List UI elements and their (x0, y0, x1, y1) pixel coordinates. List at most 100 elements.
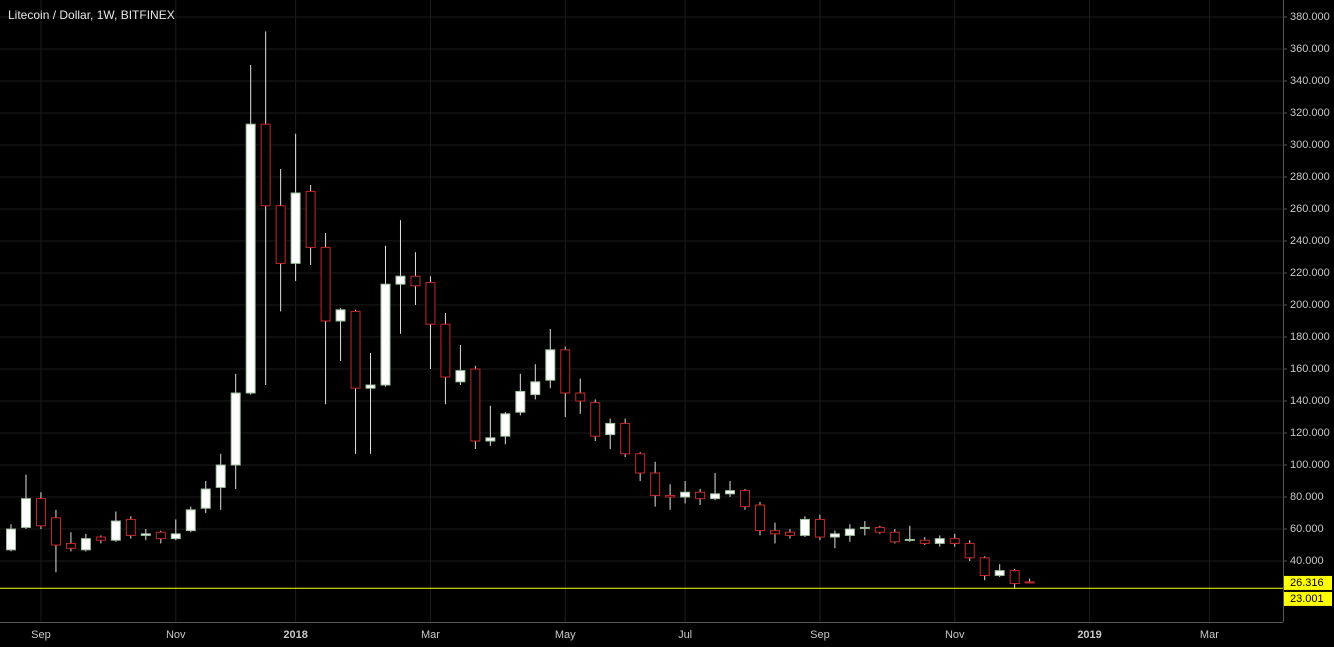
candle-body (635, 453, 646, 474)
x-tick-label: Mar (1200, 629, 1219, 641)
y-tick-label: 40.000 (1290, 555, 1324, 567)
candle-body (440, 323, 451, 378)
line-price-label: 23.001 (1290, 593, 1324, 605)
candle-body (110, 520, 121, 541)
candle-body (410, 275, 421, 287)
candle-body (799, 518, 810, 536)
y-tick-label: 120.000 (1290, 427, 1330, 439)
candle-body (500, 413, 511, 437)
candle-body (425, 282, 436, 325)
candle-body (6, 528, 16, 551)
candle-body (350, 310, 361, 389)
candle-body (530, 381, 541, 396)
candles (0, 31, 1283, 589)
candle-body (859, 526, 870, 529)
candle-body (320, 246, 331, 322)
chart-title: Litecoin / Dollar, 1W, BITFINEX (8, 8, 175, 22)
y-tick-label: 260.000 (1290, 203, 1330, 215)
candle-body (994, 570, 1005, 576)
candle-body (335, 309, 346, 322)
candle-body (200, 488, 211, 509)
candle-body (35, 498, 46, 527)
candle-body (275, 205, 286, 264)
candle-body (380, 283, 391, 386)
candle-body (455, 370, 466, 383)
candle-body (665, 494, 676, 498)
x-tick-label: Mar (421, 629, 440, 641)
x-tick-label: 2018 (283, 629, 307, 641)
candle-body (245, 123, 256, 394)
y-tick-label: 360.000 (1290, 43, 1330, 55)
x-tick-label: Jul (678, 629, 692, 641)
y-tick-label: 200.000 (1290, 299, 1330, 311)
candle-body (904, 538, 915, 541)
x-tick-label: 2019 (1077, 629, 1101, 641)
y-tick-label: 140.000 (1290, 395, 1330, 407)
candle-body (545, 349, 556, 381)
candle-body (260, 123, 271, 207)
candle-body (365, 384, 376, 389)
candle-body (50, 517, 61, 546)
candle-body (170, 533, 181, 540)
candle-body (769, 530, 780, 535)
candle-body (725, 490, 736, 495)
y-tick-label: 80.000 (1290, 491, 1324, 503)
candle-body (215, 464, 226, 488)
candle-body (470, 368, 481, 442)
candle-body (979, 557, 990, 576)
last-price-label-box (1284, 575, 1332, 590)
candle-body (575, 392, 586, 402)
candle-body (1024, 581, 1035, 584)
grid (0, 0, 1283, 622)
candle-body (740, 490, 751, 508)
y-tick-label: 60.000 (1290, 523, 1324, 535)
candle-body (964, 542, 975, 559)
candle-body (80, 538, 91, 551)
candle-body (814, 518, 825, 538)
candle-body (650, 472, 661, 496)
x-tick-label: Sep (31, 629, 51, 641)
line-price-label-box (1284, 591, 1332, 606)
candle-body (620, 422, 631, 455)
candle-body (185, 509, 196, 532)
candle-body (889, 531, 900, 543)
candle-body (395, 275, 406, 285)
y-tick-label: 180.000 (1290, 331, 1330, 343)
candle-body (710, 493, 721, 500)
labels: 40.000 60.000 80.000 100.000 120.000 140.000 1… (31, 11, 1332, 641)
last-price-label: 26.316 (1290, 577, 1324, 589)
candle-body (290, 192, 301, 264)
x-tick-label: Sep (810, 629, 830, 641)
candle-body (1009, 570, 1020, 584)
y-tick-label: 100.000 (1290, 459, 1330, 471)
x-tick-label: Nov (945, 629, 965, 641)
x-tick-label: May (555, 629, 576, 641)
x-tick-label: Nov (166, 629, 186, 641)
candle-body (515, 390, 526, 413)
y-tick-label: 340.000 (1290, 75, 1330, 87)
candle-body (95, 536, 106, 541)
candle-body (874, 526, 885, 533)
candle-body (919, 539, 930, 544)
candle-body (125, 518, 136, 536)
candle-body (934, 538, 945, 544)
candle-body (140, 533, 151, 536)
y-tick-label: 380.000 (1290, 11, 1330, 23)
candle-body (65, 542, 76, 549)
candle-body (305, 190, 316, 248)
y-tick-label: 160.000 (1290, 363, 1330, 375)
candle-body (844, 528, 855, 536)
candle-body (755, 504, 765, 532)
candle-body (560, 349, 571, 394)
candle-body (485, 437, 496, 442)
candle-body (680, 491, 691, 498)
y-tick-label: 300.000 (1290, 139, 1330, 151)
candle-body (230, 392, 241, 466)
candle-body (590, 402, 601, 437)
candle-body (829, 533, 840, 538)
y-tick-label: 240.000 (1290, 235, 1330, 247)
candle-body (949, 538, 960, 544)
